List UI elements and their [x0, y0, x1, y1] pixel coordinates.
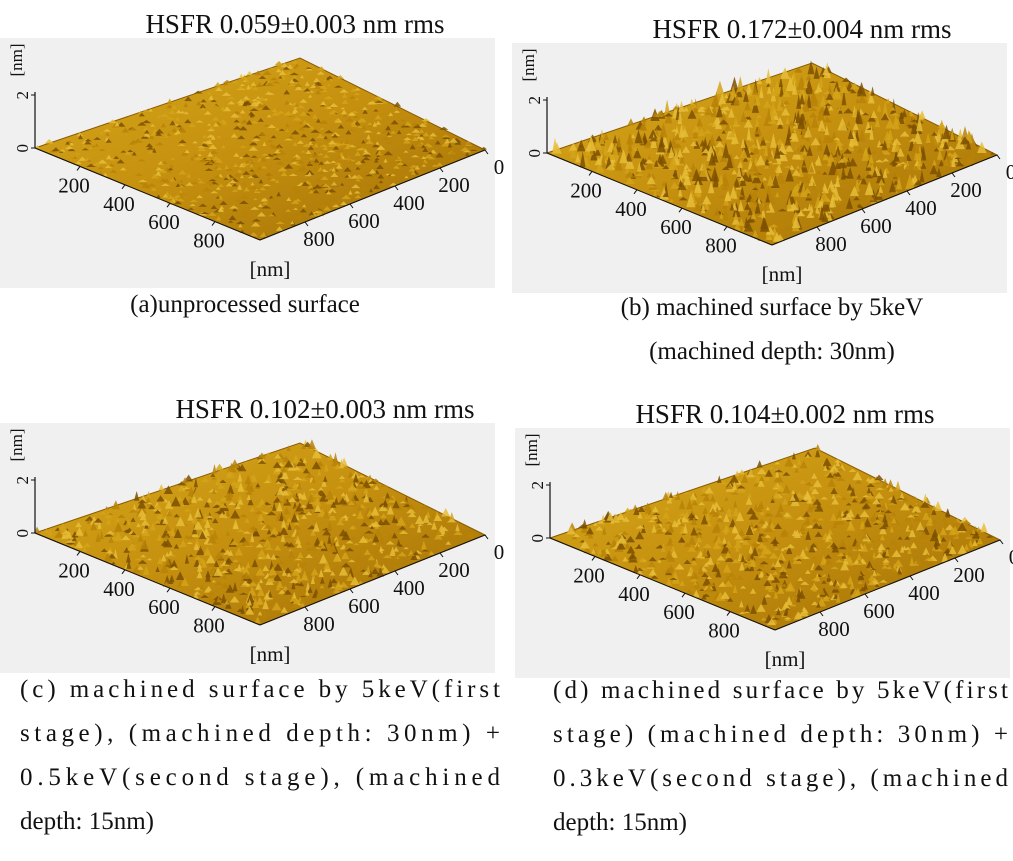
x-tick-label: 400: [103, 192, 135, 216]
x-tick-label: 400: [615, 197, 647, 221]
y-tick-label: 800: [303, 227, 335, 251]
x-tick-label: 600: [148, 595, 180, 619]
y-tick-label: 400: [908, 581, 940, 605]
panel: HSFR 0.059±0.003 nm rms 0 2 [nm] 200 400 600 80…: [0, 9, 504, 318]
panel: HSFR 0.172±0.004 nm rms 0 2 [nm] 200 400 600 80…: [512, 14, 1013, 365]
x-tick-label: 800: [705, 234, 737, 258]
y-tick-label: 800: [818, 617, 850, 641]
caption-line: 0.5keV(second stage), (machined: [20, 764, 501, 791]
panel-title: HSFR 0.172±0.004 nm rms: [652, 14, 951, 44]
y-tick-label: 600: [860, 214, 892, 238]
z-tick-label: 0: [525, 149, 544, 158]
y-tick-label: 600: [348, 209, 380, 233]
z-axis-label: [nm]: [519, 48, 538, 81]
panel: HSFR 0.104±0.002 nm rms 0 2 [nm] 200 400 600 80…: [515, 399, 1013, 836]
z-tick-label: 2: [525, 96, 544, 105]
caption-line: (b) machined surface by 5keV: [621, 294, 924, 321]
x-tick-label: 400: [103, 577, 135, 601]
y-tick-label: 200: [950, 178, 982, 202]
caption-line: 0.3keV(second stage), (machined: [553, 765, 1008, 792]
x-tick-label: 600: [663, 600, 695, 624]
z-tick-label: 2: [13, 476, 32, 485]
caption-line: (d) machined surface by 5keV(first: [553, 677, 1008, 704]
y-tick-label: 400: [393, 576, 425, 600]
x-tick-label: 800: [708, 619, 740, 643]
z-axis-label: [nm]: [7, 43, 26, 76]
panel-title: HSFR 0.059±0.003 nm rms: [145, 9, 444, 39]
x-tick-label: 600: [148, 210, 180, 234]
caption-line: stage), (machined depth: 30nm) +: [20, 720, 500, 747]
y-tick-label: 0: [494, 540, 505, 564]
z-axis-label: [nm]: [522, 433, 541, 466]
z-tick-label: 2: [13, 91, 32, 100]
z-tick-label: 0: [528, 534, 547, 543]
y-tick-label: 0: [1009, 545, 1013, 569]
y-tick-label: 400: [393, 191, 425, 215]
y-tick-label: 400: [905, 196, 937, 220]
x-tick-label: 400: [618, 582, 650, 606]
axis-unit: [nm]: [250, 257, 291, 281]
axis-unit: [nm]: [765, 647, 806, 671]
y-tick-label: 800: [815, 232, 847, 256]
panel-title: HSFR 0.104±0.002 nm rms: [635, 399, 934, 429]
z-tick-label: 2: [528, 481, 547, 490]
panel: HSFR 0.102±0.003 nm rms 0 2 [nm] 200 400 600 80…: [0, 394, 504, 835]
y-tick-label: 0: [494, 155, 505, 179]
x-tick-label: 200: [58, 558, 90, 582]
x-tick-label: 600: [660, 215, 692, 239]
x-tick-label: 200: [570, 178, 602, 202]
caption-line: (a)unprocessed surface: [130, 291, 360, 318]
caption-line: depth: 15nm): [553, 809, 687, 836]
z-tick-label: 0: [13, 144, 32, 153]
caption-line: stage) (machined depth: 30nm) +: [553, 721, 1008, 748]
caption-line: (c) machined surface by 5keV(first: [20, 676, 500, 703]
axis-unit: [nm]: [250, 642, 291, 666]
y-tick-label: 600: [863, 599, 895, 623]
figure: HSFR 0.059±0.003 nm rms02[nm]20040060080…: [0, 0, 1013, 861]
y-tick-label: 200: [438, 173, 470, 197]
caption-line: depth: 15nm): [20, 808, 154, 835]
z-tick-label: 0: [13, 529, 32, 538]
x-tick-label: 800: [193, 614, 225, 638]
y-tick-label: 200: [438, 558, 470, 582]
z-axis-label: [nm]: [7, 428, 26, 461]
y-tick-label: 200: [953, 563, 985, 587]
panel-title: HSFR 0.102±0.003 nm rms: [175, 394, 474, 424]
y-tick-label: 0: [1006, 160, 1013, 184]
caption-line: (machined depth: 30nm): [649, 338, 895, 365]
x-tick-label: 200: [573, 563, 605, 587]
axis-unit: [nm]: [762, 262, 803, 286]
x-tick-label: 200: [58, 173, 90, 197]
y-tick-label: 800: [303, 612, 335, 636]
y-tick-label: 600: [348, 594, 380, 618]
x-tick-label: 800: [193, 229, 225, 253]
